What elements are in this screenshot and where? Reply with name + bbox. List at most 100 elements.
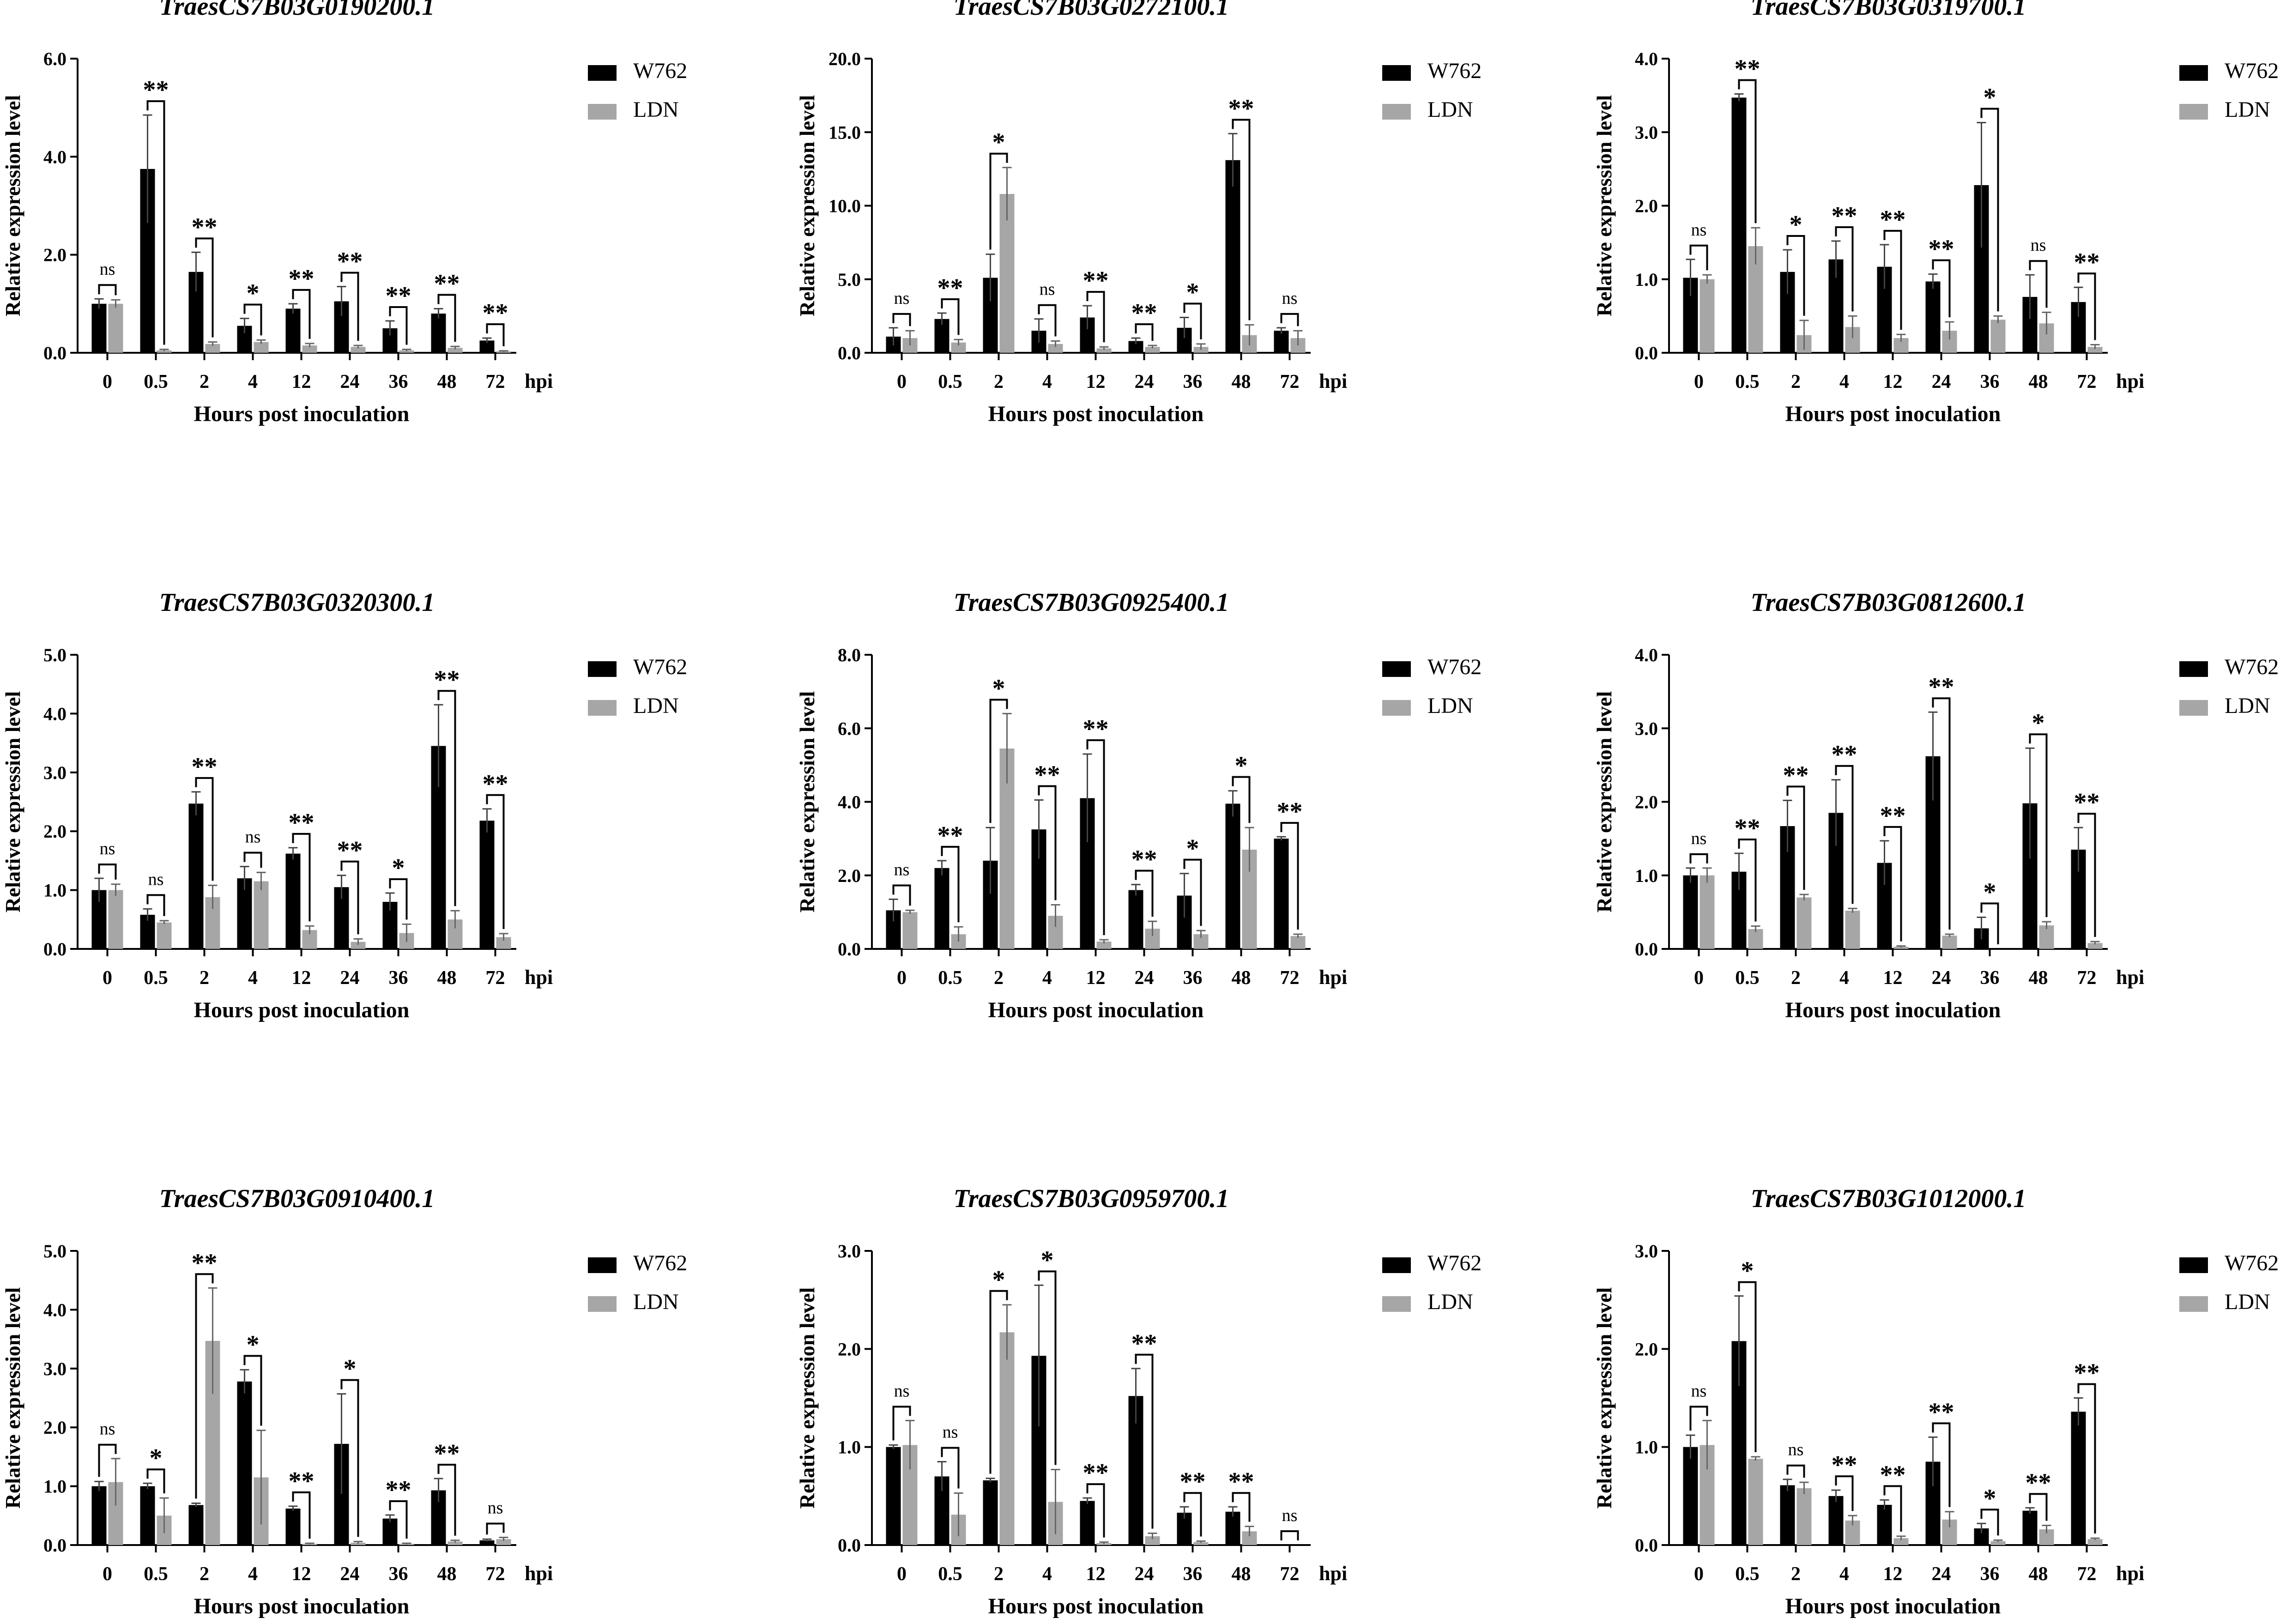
significance-label: ** — [1929, 673, 1954, 701]
bar-w762 — [1274, 839, 1289, 949]
significance-label: * — [344, 1355, 357, 1383]
bar-ldn — [1893, 947, 1909, 949]
x-tick-label: 0.5 — [1735, 967, 1760, 989]
x-tick-label: 72 — [2077, 1564, 2097, 1585]
x-tick-label: 0.5 — [144, 1564, 168, 1585]
bar-w762 — [886, 1447, 901, 1545]
significance-bracket — [195, 1273, 214, 1499]
bar-w762 — [1683, 1447, 1698, 1545]
y-tick-label: 2.0 — [43, 1417, 67, 1438]
x-axis-label: Hours post inoculation — [194, 402, 410, 426]
significance-bracket — [1980, 1509, 1999, 1536]
significance-label: ** — [1277, 797, 1303, 826]
x-axis-label: Hours post inoculation — [988, 998, 1204, 1022]
y-tick-label: 4.0 — [1635, 48, 1658, 69]
bar-w762 — [1080, 1501, 1095, 1545]
x-tick-label: 4 — [1839, 967, 1849, 989]
significance-bracket — [292, 833, 311, 922]
significance-bracket — [1738, 838, 1757, 922]
significance-label: ** — [1880, 802, 1906, 830]
x-tick-label: 48 — [2029, 1564, 2048, 1585]
bar-ldn — [157, 350, 172, 353]
panel-1: TraesCS7B03G0190200.1 Relative expression… — [1, 0, 687, 426]
bar-w762 — [382, 1518, 398, 1545]
significance-bracket — [1689, 1406, 1708, 1431]
legend-label-ldn: LDN — [1427, 97, 1473, 122]
panel-title: TraesCS7B03G0812600.1 — [1751, 588, 2026, 617]
x-tick-label: 12 — [1883, 1564, 1903, 1585]
bar-w762 — [1225, 1511, 1240, 1545]
y-tick-label: 1.0 — [838, 1437, 861, 1458]
x-axis-label: Hours post inoculation — [194, 1594, 410, 1618]
significance-bracket — [1135, 869, 1154, 917]
bar-w762 — [2022, 1510, 2038, 1545]
significance-label: ** — [1131, 1329, 1157, 1358]
x-tick-label: 2 — [200, 1564, 209, 1585]
significance-bracket — [389, 878, 408, 920]
legend-swatch-w762 — [1382, 661, 1411, 677]
x-tick-label: 2 — [1791, 371, 1801, 392]
y-tick-label: 5.0 — [43, 1241, 67, 1262]
bar-w762 — [91, 303, 107, 353]
y-tick-label: 1.0 — [1635, 269, 1658, 290]
significance-label: ns — [2031, 235, 2046, 255]
y-axis-label: Relative expression level — [1592, 691, 1616, 913]
x-unit-label: hpi — [1319, 966, 1347, 989]
x-tick-label: 2 — [994, 1564, 1004, 1585]
significance-bracket — [486, 1522, 505, 1535]
significance-label: ns — [1691, 829, 1707, 848]
legend-label-ldn: LDN — [633, 97, 679, 122]
x-tick-label: 12 — [1883, 371, 1903, 392]
significance-label: ** — [1832, 1451, 1857, 1479]
significance-bracket — [1038, 1270, 1057, 1465]
significance-label: ** — [1228, 1467, 1254, 1496]
significance-label: ns — [488, 1498, 503, 1517]
x-tick-label: 12 — [1086, 1564, 1106, 1585]
bar-ldn — [1699, 279, 1715, 353]
x-tick-label: 48 — [437, 1564, 457, 1585]
significance-label: * — [247, 1330, 260, 1359]
significance-bracket — [989, 152, 1008, 250]
legend-swatch-w762 — [1382, 65, 1411, 81]
y-tick-label: 4.0 — [43, 146, 67, 167]
significance-label: ** — [2026, 1468, 2051, 1497]
significance-bracket — [1689, 853, 1708, 863]
significance-label: * — [1741, 1257, 1754, 1286]
bar-ldn — [302, 345, 317, 353]
bar-ldn — [254, 881, 269, 949]
significance-bracket — [1689, 244, 1708, 271]
significance-label: ns — [100, 1419, 115, 1439]
significance-bracket — [941, 298, 960, 335]
significance-label: ** — [434, 269, 460, 298]
significance-label: ** — [1131, 299, 1157, 327]
significance-label: ** — [192, 1249, 218, 1277]
y-tick-label: 2.0 — [43, 245, 67, 266]
significance-label: ** — [1832, 741, 1857, 769]
y-tick-label: 0.0 — [838, 343, 861, 363]
significance-label: ns — [1282, 289, 1298, 308]
x-tick-label: 0 — [897, 967, 907, 989]
panel-title: TraesCS7B03G0190200.1 — [159, 0, 435, 21]
significance-bracket — [1232, 1492, 1251, 1522]
bar-ldn — [2087, 347, 2103, 353]
x-tick-label: 4 — [1839, 371, 1849, 392]
x-tick-label: 36 — [1980, 1564, 2000, 1585]
significance-bracket — [1786, 1464, 1805, 1478]
x-unit-label: hpi — [1319, 370, 1347, 392]
significance-bracket — [437, 1464, 456, 1536]
bar-ldn — [1699, 875, 1715, 949]
significance-label: ** — [1034, 761, 1060, 790]
panel-title: TraesCS7B03G1012000.1 — [1751, 1184, 2026, 1213]
significance-bracket — [989, 699, 1008, 823]
bar-w762 — [1683, 875, 1698, 949]
x-tick-label: 0 — [103, 371, 112, 392]
x-tick-label: 0.5 — [938, 967, 962, 989]
legend-label-ldn: LDN — [1427, 694, 1473, 718]
significance-label: ** — [483, 299, 508, 327]
significance-label: ** — [1083, 715, 1109, 743]
significance-bracket — [892, 884, 911, 906]
significance-label: ns — [1040, 280, 1055, 299]
x-tick-label: 48 — [2029, 967, 2048, 989]
significance-label: * — [992, 128, 1005, 157]
bar-w762 — [479, 821, 495, 949]
